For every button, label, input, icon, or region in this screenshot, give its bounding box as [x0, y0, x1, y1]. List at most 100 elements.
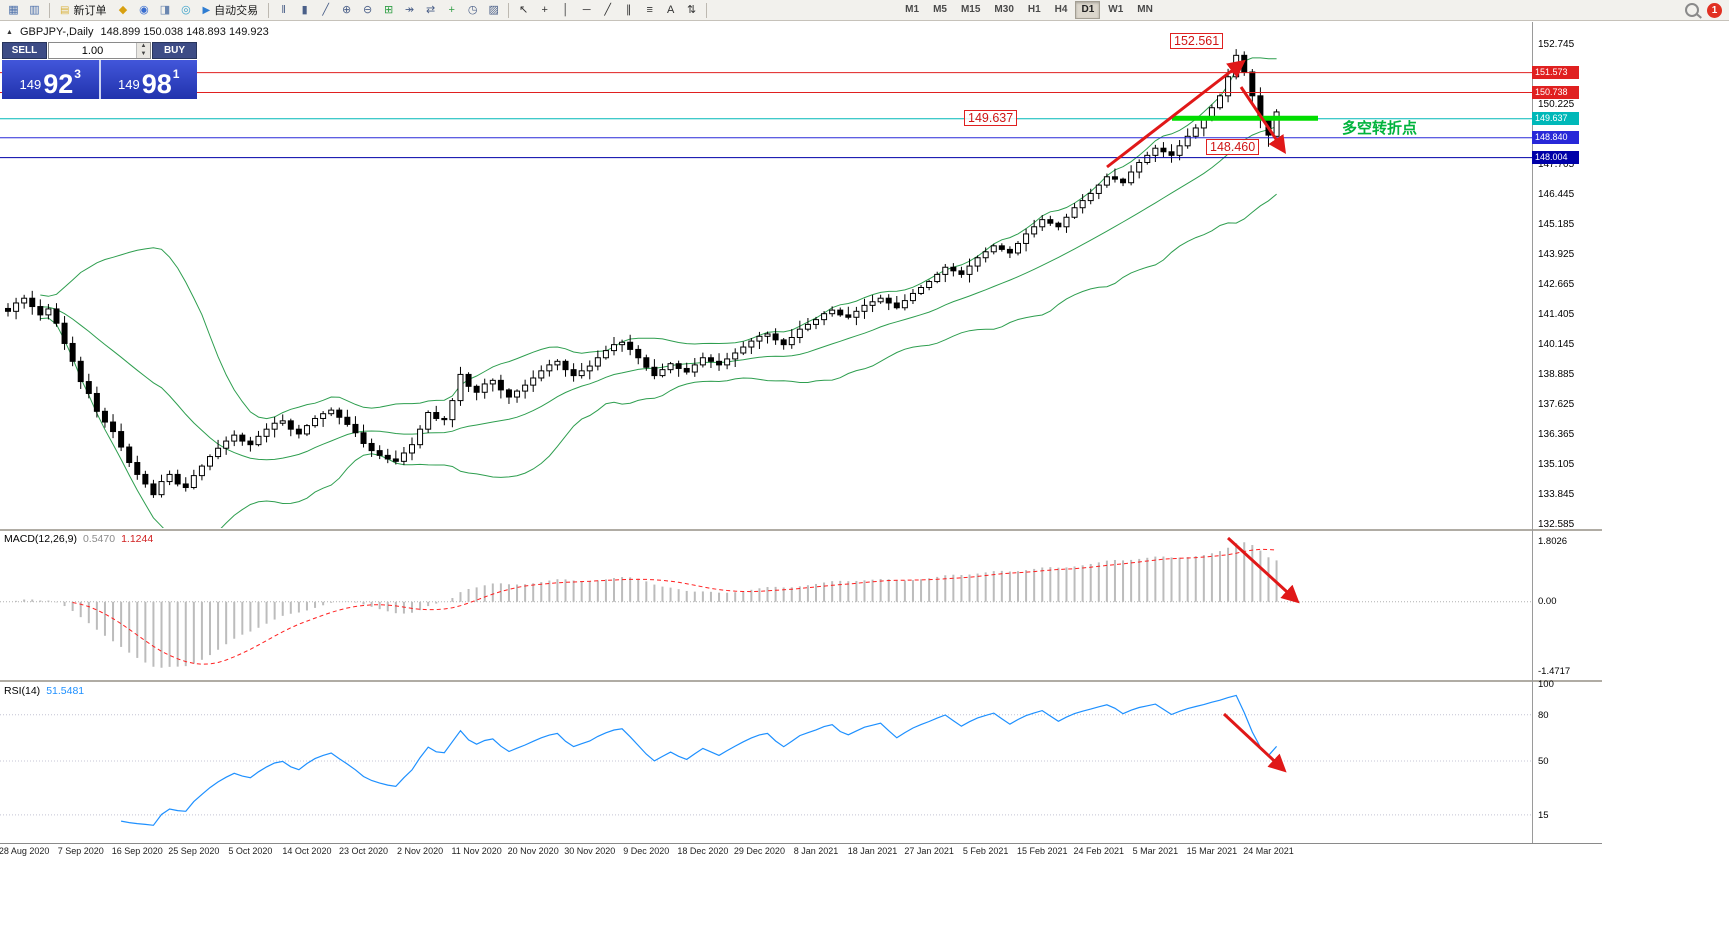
profiles-icon[interactable]: ▥: [29, 4, 40, 16]
timeframe-button-MN[interactable]: MN: [1137, 4, 1153, 15]
toolbar-separator: [706, 2, 708, 18]
rsi-label: RSI(14): [4, 685, 41, 697]
indicators-icon[interactable]: +: [448, 4, 455, 16]
macd-down-arrow[interactable]: [1226, 536, 1300, 604]
date-label: 14 Oct 2020: [282, 846, 332, 856]
new-chart-icon[interactable]: ▦: [8, 4, 19, 16]
timeframe-button-M15[interactable]: M15: [960, 4, 981, 15]
timeframe-button-M5[interactable]: M5: [933, 4, 947, 15]
one-click-trading-panel: SELL ▲ ▼ BUY 149 92 3 149 98 1: [2, 42, 197, 99]
bollinger-middle-band[interactable]: [40, 125, 1277, 461]
price-axis-label: 145.185: [1538, 218, 1575, 230]
price-axis-label: 141.405: [1538, 308, 1575, 320]
horizontal-line-icon[interactable]: ─: [582, 4, 591, 16]
panel-separator-rsi[interactable]: [0, 680, 1602, 682]
price-axis-label: 136.365: [1538, 428, 1575, 440]
periods-icon[interactable]: ◷: [467, 4, 478, 16]
templates-icon[interactable]: ▨: [488, 4, 499, 16]
timeframe-button-M1[interactable]: M1: [905, 4, 920, 15]
autotrading-button[interactable]: ▶ 自动交易: [197, 1, 263, 19]
date-label: 24 Feb 2021: [1073, 846, 1125, 856]
line-chart-icon[interactable]: ╱: [322, 4, 329, 16]
arrows-icon[interactable]: ⇅: [687, 4, 697, 16]
date-label: 18 Jan 2021: [847, 846, 898, 856]
rsi-line: [120, 694, 1278, 826]
collapse-panel-icon[interactable]: ▲: [6, 28, 13, 36]
cursor-icon[interactable]: ↖: [519, 4, 529, 16]
buy-button[interactable]: BUY: [152, 42, 197, 59]
rsi-axis-80: 80: [1538, 709, 1549, 721]
zoom-out-icon[interactable]: ⊖: [363, 4, 373, 16]
price-axis-label: 150.225: [1538, 98, 1575, 110]
sell-price-display[interactable]: 149 92 3: [2, 60, 99, 99]
date-label: 9 Dec 2020: [623, 846, 670, 856]
macd-signal-line: [72, 548, 1277, 665]
data-window-icon[interactable]: ◨: [159, 4, 171, 16]
metaeditor-icon[interactable]: ◆: [118, 4, 128, 16]
timeframe-button-H4[interactable]: H4: [1054, 4, 1068, 15]
chart-shift-icon[interactable]: ⇄: [426, 4, 436, 16]
date-label: 15 Feb 2021: [1016, 846, 1068, 856]
new-order-label: 新订单: [73, 5, 107, 17]
sell-price-major: 149: [19, 77, 42, 92]
navigator-icon[interactable]: ◎: [181, 4, 191, 16]
date-label: 16 Sep 2020: [111, 846, 163, 856]
rsi-canvas[interactable]: [0, 682, 1532, 843]
main-chart-canvas[interactable]: [0, 22, 1532, 528]
text-icon[interactable]: A: [666, 4, 675, 16]
auto-scroll-icon[interactable]: ↠: [405, 4, 415, 16]
ohlc-values: 148.899 150.038 148.893 149.923: [100, 26, 269, 38]
bollinger-lower-band[interactable]: [40, 193, 1277, 528]
bear-trend-arrow[interactable]: [1239, 86, 1287, 154]
toolbar-right-group: 1: [1685, 2, 1725, 18]
sell-button[interactable]: SELL: [2, 42, 47, 59]
macd-header: MACD(12,26,9) 0.5470 1.1244: [4, 533, 153, 545]
notification-badge[interactable]: 1: [1707, 2, 1722, 18]
buy-price-point: 1: [172, 67, 180, 81]
autotrading-label: 自动交易: [214, 5, 259, 17]
market-watch-icon[interactable]: ◉: [139, 4, 149, 16]
zoom-in-icon[interactable]: ⊕: [342, 4, 352, 16]
sell-price-point: 3: [74, 67, 81, 81]
macd-main-value: 0.5470: [82, 533, 116, 545]
price-axis-label: 142.665: [1538, 278, 1575, 290]
search-icon[interactable]: [1685, 3, 1699, 17]
sell-price-pips: 92: [43, 69, 74, 99]
volume-input[interactable]: [49, 43, 136, 58]
price-axis-label: 143.925: [1538, 248, 1575, 260]
equidistant-channel-icon[interactable]: ∥: [625, 4, 632, 16]
price-axis-label: 140.145: [1538, 338, 1575, 350]
volume-down-button[interactable]: ▼: [137, 50, 150, 58]
panel-separator-macd[interactable]: [0, 529, 1602, 531]
tile-windows-icon[interactable]: ⊞: [384, 4, 394, 16]
symbol-name: GBPJPY-,Daily: [19, 26, 94, 38]
price-tag-151.573: 151.573: [1532, 66, 1579, 80]
buy-price-display[interactable]: 149 98 1: [100, 60, 197, 99]
fibonacci-icon[interactable]: ≡: [646, 4, 653, 16]
candlestick-icon[interactable]: ▮: [301, 4, 308, 16]
date-label: 5 Mar 2021: [1132, 846, 1179, 856]
macd-canvas[interactable]: [0, 530, 1532, 680]
date-label: 15 Mar 2021: [1186, 846, 1238, 856]
trendline-icon[interactable]: ╱: [604, 4, 611, 16]
date-label: 7 Sep 2020: [57, 846, 104, 856]
price-axis-label: 133.845: [1538, 488, 1575, 500]
timeframe-button-M30[interactable]: M30: [994, 4, 1014, 15]
bull-trend-arrow[interactable]: [1106, 59, 1246, 169]
toolbar-separator: [508, 2, 510, 18]
bollinger-upper-band[interactable]: [40, 57, 1277, 420]
order-ticket-icon: ▤: [60, 4, 70, 16]
crosshair-icon[interactable]: +: [541, 4, 548, 16]
timeframe-button-W1[interactable]: W1: [1108, 4, 1124, 15]
macd-axis-zero: 0.00: [1538, 595, 1557, 607]
volume-up-button[interactable]: ▲: [137, 43, 150, 51]
bar-chart-icon[interactable]: ‖: [281, 4, 286, 16]
timeframe-button-D1[interactable]: D1: [1075, 1, 1101, 19]
timeframe-button-H1[interactable]: H1: [1027, 4, 1041, 15]
vertical-line-icon[interactable]: │: [562, 4, 570, 16]
rsi-down-arrow[interactable]: [1222, 712, 1287, 773]
date-label: 28 Aug 2020: [0, 846, 50, 856]
new-order-button[interactable]: ▤ 新订单: [55, 1, 111, 19]
date-label: 23 Oct 2020: [338, 846, 389, 856]
